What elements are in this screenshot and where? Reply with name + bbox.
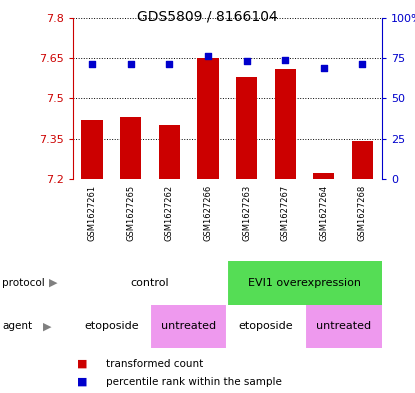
Text: percentile rank within the sample: percentile rank within the sample bbox=[106, 377, 282, 387]
Text: untreated: untreated bbox=[161, 321, 216, 331]
Bar bbox=[81, 120, 103, 179]
Bar bbox=[352, 141, 373, 179]
Bar bbox=[227, 261, 382, 305]
Text: GSM1627268: GSM1627268 bbox=[358, 185, 367, 241]
Point bbox=[320, 64, 327, 71]
Text: ▶: ▶ bbox=[43, 321, 51, 331]
Text: GSM1627263: GSM1627263 bbox=[242, 185, 251, 241]
Point bbox=[166, 61, 173, 68]
Point bbox=[89, 61, 95, 68]
Text: etoposide: etoposide bbox=[239, 321, 293, 331]
Bar bbox=[305, 305, 382, 348]
Bar bbox=[313, 173, 334, 179]
Point bbox=[359, 61, 366, 68]
Text: ■: ■ bbox=[77, 377, 87, 387]
Text: EVI1 overexpression: EVI1 overexpression bbox=[248, 278, 361, 288]
Text: ▶: ▶ bbox=[49, 278, 57, 288]
Text: transformed count: transformed count bbox=[106, 359, 203, 369]
Text: untreated: untreated bbox=[315, 321, 371, 331]
Point bbox=[127, 61, 134, 68]
Text: control: control bbox=[131, 278, 169, 288]
Text: GSM1627265: GSM1627265 bbox=[126, 185, 135, 241]
Text: protocol: protocol bbox=[2, 278, 45, 288]
Bar bbox=[236, 77, 257, 179]
Bar bbox=[275, 69, 296, 179]
Text: GSM1627264: GSM1627264 bbox=[319, 185, 328, 241]
Text: GSM1627261: GSM1627261 bbox=[88, 185, 96, 241]
Text: GSM1627266: GSM1627266 bbox=[203, 185, 212, 241]
Point bbox=[282, 57, 288, 63]
Text: GSM1627267: GSM1627267 bbox=[281, 185, 290, 241]
Text: GDS5809 / 8166104: GDS5809 / 8166104 bbox=[137, 10, 278, 24]
Bar bbox=[197, 58, 219, 179]
Text: agent: agent bbox=[2, 321, 32, 331]
Point bbox=[243, 58, 250, 64]
Text: etoposide: etoposide bbox=[84, 321, 139, 331]
Bar bbox=[120, 117, 141, 179]
Bar bbox=[159, 125, 180, 179]
Bar bbox=[150, 305, 227, 348]
Point bbox=[205, 53, 211, 59]
Text: GSM1627262: GSM1627262 bbox=[165, 185, 174, 241]
Text: ■: ■ bbox=[77, 359, 87, 369]
